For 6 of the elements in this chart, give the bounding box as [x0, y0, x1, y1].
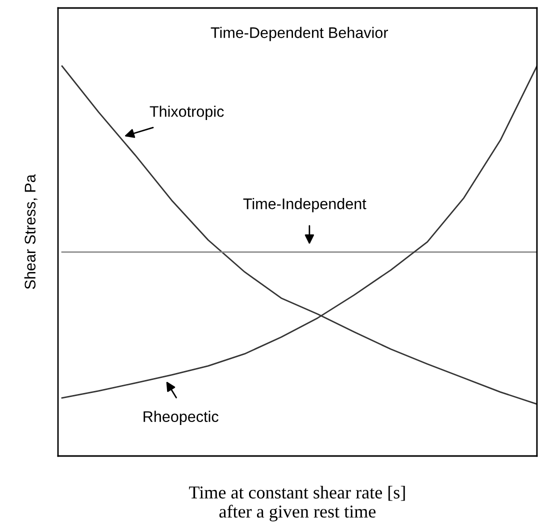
y-axis-title: Shear Stress, Pa: [24, 174, 38, 290]
series-label: Rheopectic: [144, 410, 218, 426]
chart-title: Time-Dependent Behavior: [210, 26, 388, 42]
text: Thixotropic: [150, 106, 224, 120]
text: Time-Independent: [243, 198, 366, 212]
x-axis-title: Time at constant shear rate [s] after a given rest time: [189, 486, 405, 522]
